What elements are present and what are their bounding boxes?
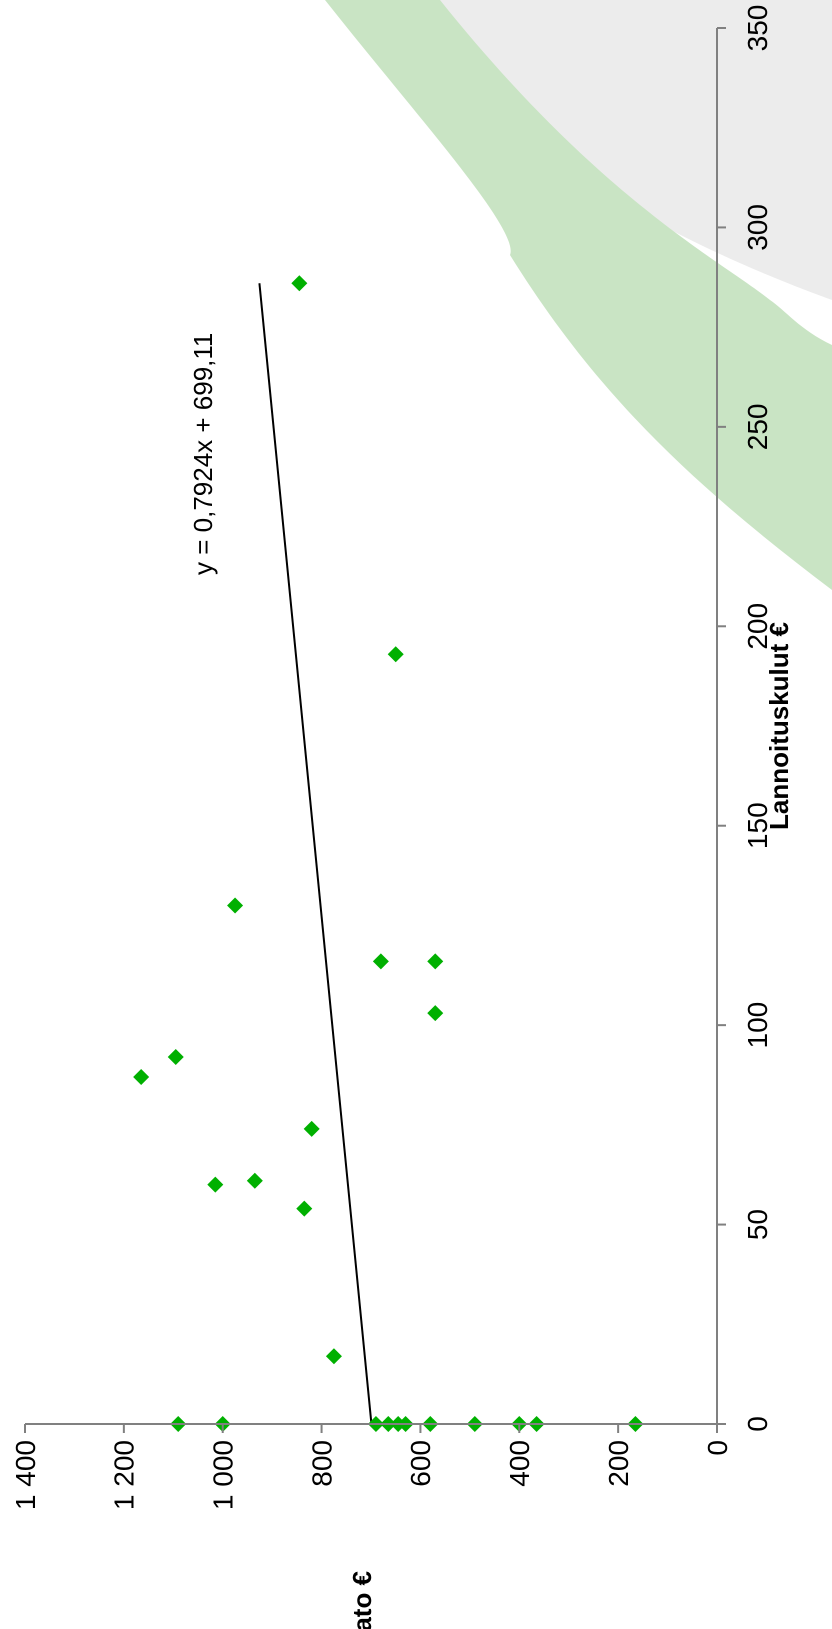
data-point (387, 646, 404, 663)
x-tick-label: 150 (742, 802, 773, 849)
x-axis: 0 50 100 150 200 250 300 350 Lannoituskulut € (716, 5, 794, 1432)
x-tick-label: 50 (742, 1209, 773, 1240)
x-tick-label: 100 (742, 1002, 773, 1049)
trendline-group: y = 0,7924x + 699,11 (188, 283, 373, 1425)
background-green-swoosh (325, 0, 832, 590)
data-point (303, 1120, 320, 1137)
y-tick-label: 800 (306, 1440, 337, 1487)
y-tick-label: 1 000 (208, 1440, 239, 1510)
x-tick-label: 0 (742, 1416, 773, 1432)
data-point (296, 1200, 313, 1217)
y-axis-ticks: 0 200 400 600 800 1 000 1 200 1 400 (10, 1424, 733, 1510)
y-tick-label: 1 400 (10, 1440, 41, 1510)
x-tick-label: 300 (742, 204, 773, 251)
trendline-equation: y = 0,7924x + 699,11 (188, 333, 218, 575)
data-point (167, 1049, 184, 1066)
x-axis-ticks: 0 50 100 150 200 250 300 350 (717, 5, 773, 1432)
y-axis: 0 200 400 600 800 1 000 1 200 1 400 Sato € (10, 1423, 733, 1629)
data-point (227, 897, 244, 914)
data-point (372, 953, 389, 970)
data-point (291, 275, 308, 292)
data-point (207, 1176, 224, 1193)
x-tick-label: 350 (742, 5, 773, 52)
y-axis-title: Sato € (347, 1571, 377, 1629)
data-point (427, 953, 444, 970)
y-tick-label: 0 (702, 1440, 733, 1456)
y-tick-label: 1 200 (109, 1440, 140, 1510)
data-point (246, 1172, 263, 1189)
x-axis-title: Lannoituskulut € (764, 622, 794, 830)
x-tick-label: 200 (742, 603, 773, 650)
y-tick-label: 600 (405, 1440, 436, 1487)
data-point (427, 1005, 444, 1022)
background-decoration (325, 0, 832, 590)
data-point (133, 1068, 150, 1085)
y-tick-label: 400 (504, 1440, 535, 1487)
y-tick-label: 200 (603, 1440, 634, 1487)
trendline (258, 283, 373, 1425)
x-tick-label: 250 (742, 403, 773, 450)
data-point (325, 1348, 342, 1365)
